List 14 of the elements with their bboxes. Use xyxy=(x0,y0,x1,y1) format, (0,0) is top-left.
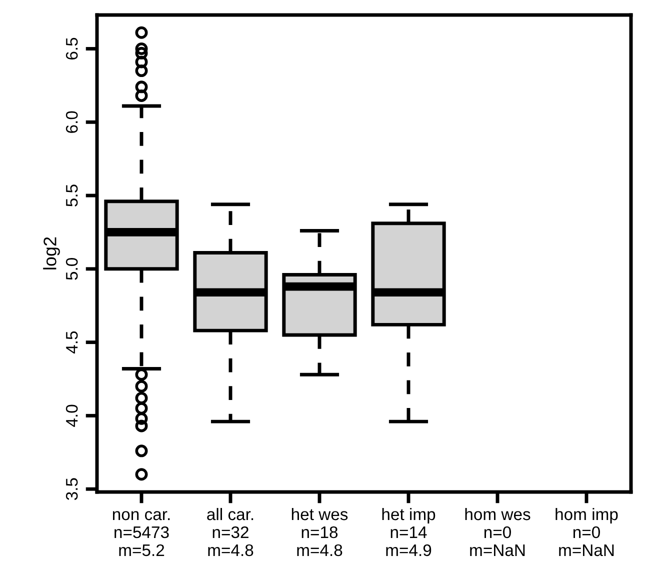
y-tick-label: 4.0 xyxy=(66,404,78,427)
y-tick-label: 3.5 xyxy=(66,478,78,500)
y-tick-label: 6.5 xyxy=(66,38,78,60)
x-tick-label: non car. n=5473 m=5.2 xyxy=(112,511,170,556)
x-tick-label: het imp n=14 m=4.9 xyxy=(382,508,436,556)
y-tick-label: 6.0 xyxy=(66,111,78,133)
x-tick-label: hom wes n=0 m=NaN xyxy=(465,508,530,556)
y-tick-label: 5.5 xyxy=(66,184,78,206)
y-axis-title: log2 xyxy=(43,237,60,270)
x-tick-label: hom imp n=0 m=NaN xyxy=(556,508,618,556)
y-tick-label: 5.0 xyxy=(66,258,78,280)
x-tick-label: het wes n=18 m=4.8 xyxy=(292,508,348,556)
x-tick-label: all car. n=32 m=4.8 xyxy=(207,508,254,556)
y-tick-label: 4.5 xyxy=(66,331,78,354)
